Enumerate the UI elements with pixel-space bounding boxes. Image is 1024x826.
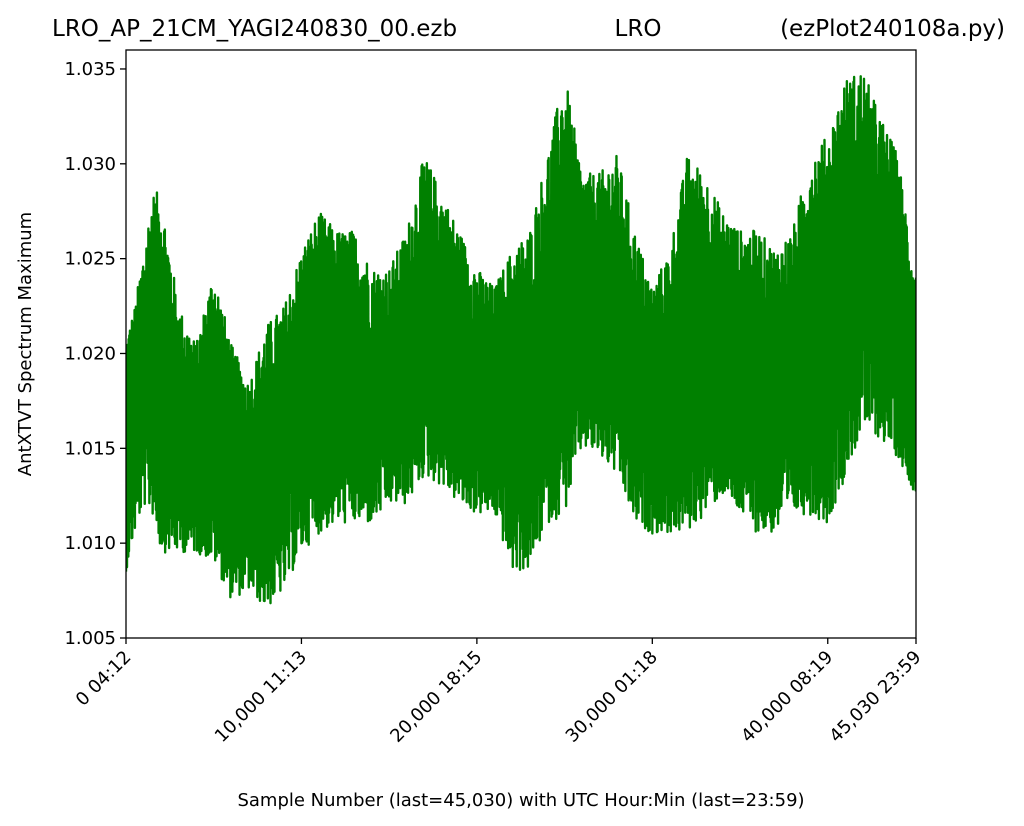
plot-frame [125, 49, 917, 639]
chart-title-left: LRO_AP_21CM_YAGI240830_00.ezb [52, 16, 457, 42]
chart-title-right: (ezPlot240108a.py) [780, 16, 1005, 42]
y-tick-label: 1.015 [64, 438, 116, 459]
y-tick-label: 1.025 [64, 249, 116, 270]
y-tick-label: 1.010 [64, 533, 116, 554]
chart-title-center: LRO [615, 16, 662, 42]
y-tick-label: 1.005 [64, 628, 116, 649]
x-axis-label: Sample Number (last=45,030) with UTC Hou… [237, 790, 804, 811]
y-tick-label: 1.020 [64, 343, 116, 364]
y-axis: 1.005 1.010 1.015 1.020 1.025 1.030 1.035 [64, 59, 126, 649]
y-tick-label: 1.035 [64, 59, 116, 80]
series-line [126, 75, 916, 605]
y-tick-label: 1.030 [64, 154, 116, 175]
y-axis-label: AntXTVT Spectrum Maximum [15, 212, 36, 476]
plot-area [126, 75, 916, 605]
